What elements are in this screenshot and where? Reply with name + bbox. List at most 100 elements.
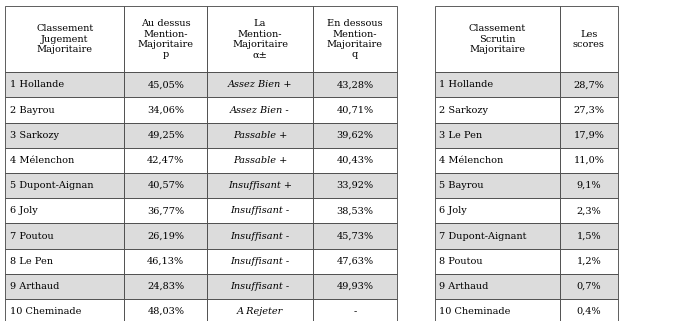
Bar: [124, 299, 207, 321]
Bar: [560, 98, 618, 123]
Bar: [560, 123, 618, 148]
Text: Insuffisant -: Insuffisant -: [231, 257, 290, 266]
Bar: [313, 223, 397, 248]
Bar: [124, 198, 207, 223]
Bar: [207, 123, 313, 148]
Text: 11,0%: 11,0%: [574, 156, 604, 165]
Text: Insuffisant -: Insuffisant -: [231, 231, 290, 240]
Text: 45,05%: 45,05%: [147, 80, 184, 89]
Bar: [5, 72, 124, 98]
Bar: [560, 223, 618, 248]
Bar: [5, 198, 124, 223]
Text: 40,71%: 40,71%: [336, 106, 374, 115]
Bar: [560, 72, 618, 98]
Bar: [435, 148, 560, 173]
Text: 4 Mélenchon: 4 Mélenchon: [10, 156, 75, 165]
Text: 7 Dupont-Aignant: 7 Dupont-Aignant: [439, 231, 527, 240]
Text: Insuffisant -: Insuffisant -: [231, 282, 290, 291]
Bar: [313, 198, 397, 223]
Bar: [435, 299, 560, 321]
Bar: [435, 123, 560, 148]
Bar: [560, 6, 618, 72]
Bar: [435, 223, 560, 248]
Bar: [313, 72, 397, 98]
Text: 1,2%: 1,2%: [576, 257, 601, 266]
Text: Passable +: Passable +: [233, 131, 287, 140]
Bar: [435, 173, 560, 198]
Bar: [5, 274, 124, 299]
Text: 2,3%: 2,3%: [576, 206, 601, 215]
Text: La
Mention-
Majoritaire
α±: La Mention- Majoritaire α±: [232, 19, 288, 59]
Bar: [207, 198, 313, 223]
Text: Classement
Jugement
Majoritaire: Classement Jugement Majoritaire: [36, 24, 94, 54]
Bar: [124, 223, 207, 248]
Bar: [313, 248, 397, 274]
Bar: [124, 123, 207, 148]
Bar: [435, 6, 560, 72]
Text: Les
scores: Les scores: [573, 30, 605, 49]
Text: 3 Sarkozy: 3 Sarkozy: [10, 131, 59, 140]
Bar: [5, 248, 124, 274]
Bar: [207, 173, 313, 198]
Bar: [124, 72, 207, 98]
Text: 24,83%: 24,83%: [147, 282, 184, 291]
Bar: [5, 98, 124, 123]
Text: Insuffisant +: Insuffisant +: [228, 181, 292, 190]
Text: 7 Poutou: 7 Poutou: [10, 231, 54, 240]
Bar: [560, 198, 618, 223]
Bar: [560, 148, 618, 173]
Text: 4 Mélenchon: 4 Mélenchon: [439, 156, 504, 165]
Bar: [207, 148, 313, 173]
Text: 45,73%: 45,73%: [336, 231, 374, 240]
Text: 9 Arthaud: 9 Arthaud: [10, 282, 60, 291]
Text: 42,47%: 42,47%: [147, 156, 184, 165]
Bar: [207, 98, 313, 123]
Text: 33,92%: 33,92%: [336, 181, 374, 190]
Bar: [313, 6, 397, 72]
Text: 49,25%: 49,25%: [147, 131, 184, 140]
Text: 38,53%: 38,53%: [336, 206, 374, 215]
Text: 49,93%: 49,93%: [336, 282, 374, 291]
Text: 0,4%: 0,4%: [576, 307, 601, 316]
Text: Assez Bien +: Assez Bien +: [228, 80, 292, 89]
Bar: [124, 148, 207, 173]
Text: 43,28%: 43,28%: [336, 80, 374, 89]
Bar: [435, 98, 560, 123]
Bar: [560, 248, 618, 274]
Bar: [435, 248, 560, 274]
Text: 10 Cheminade: 10 Cheminade: [439, 307, 511, 316]
Text: Insuffisant -: Insuffisant -: [231, 206, 290, 215]
Text: En dessous
Mention-
Majoritaire
q: En dessous Mention- Majoritaire q: [327, 19, 383, 59]
Bar: [5, 299, 124, 321]
Text: 8 Le Pen: 8 Le Pen: [10, 257, 53, 266]
Text: 6 Joly: 6 Joly: [10, 206, 38, 215]
Bar: [207, 248, 313, 274]
Text: 40,43%: 40,43%: [336, 156, 374, 165]
Bar: [207, 223, 313, 248]
Text: A Rejeter: A Rejeter: [237, 307, 283, 316]
Bar: [5, 6, 124, 72]
Text: 5 Bayrou: 5 Bayrou: [439, 181, 484, 190]
Text: 1 Hollande: 1 Hollande: [439, 80, 494, 89]
Text: 17,9%: 17,9%: [574, 131, 604, 140]
Bar: [124, 98, 207, 123]
Text: 47,63%: 47,63%: [336, 257, 374, 266]
Bar: [124, 274, 207, 299]
Text: 0,7%: 0,7%: [576, 282, 601, 291]
Bar: [124, 248, 207, 274]
Text: 34,06%: 34,06%: [147, 106, 184, 115]
Bar: [313, 299, 397, 321]
Bar: [313, 173, 397, 198]
Text: 8 Poutou: 8 Poutou: [439, 257, 483, 266]
Text: 46,13%: 46,13%: [147, 257, 184, 266]
Text: 3 Le Pen: 3 Le Pen: [439, 131, 483, 140]
Text: 36,77%: 36,77%: [147, 206, 184, 215]
Text: 48,03%: 48,03%: [147, 307, 184, 316]
Text: 5 Dupont-Aignan: 5 Dupont-Aignan: [10, 181, 94, 190]
Bar: [313, 98, 397, 123]
Bar: [207, 72, 313, 98]
Bar: [207, 6, 313, 72]
Bar: [313, 123, 397, 148]
Bar: [560, 299, 618, 321]
Text: 40,57%: 40,57%: [147, 181, 184, 190]
